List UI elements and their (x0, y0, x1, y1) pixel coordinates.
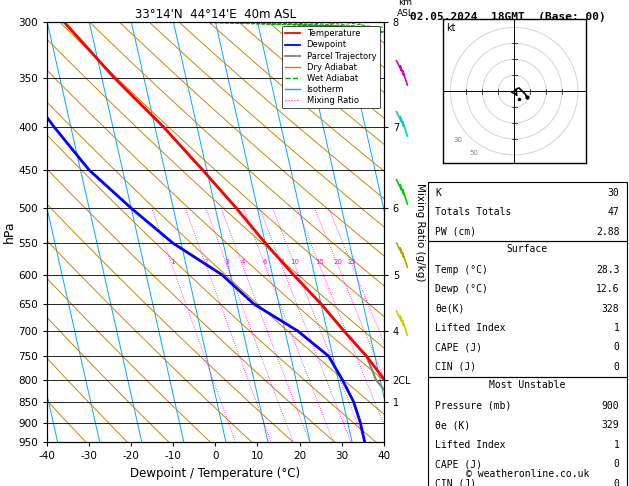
Text: 8: 8 (279, 260, 284, 265)
Text: Lifted Index: Lifted Index (435, 323, 506, 333)
Legend: Temperature, Dewpoint, Parcel Trajectory, Dry Adiabat, Wet Adiabat, Isotherm, Mi: Temperature, Dewpoint, Parcel Trajectory… (282, 26, 379, 108)
Text: Temp (°C): Temp (°C) (435, 265, 488, 275)
Text: CIN (J): CIN (J) (435, 479, 476, 486)
Text: 15: 15 (315, 260, 324, 265)
Text: CAPE (J): CAPE (J) (435, 459, 482, 469)
Y-axis label: hPa: hPa (3, 221, 16, 243)
Text: 0: 0 (613, 343, 620, 352)
Text: 12.6: 12.6 (596, 284, 620, 294)
Text: 900: 900 (602, 401, 620, 411)
Text: 28.3: 28.3 (596, 265, 620, 275)
Text: Surface: Surface (507, 244, 548, 254)
Text: θe (K): θe (K) (435, 420, 470, 430)
Text: 30: 30 (608, 188, 620, 198)
Text: 0: 0 (613, 459, 620, 469)
Text: 1: 1 (613, 323, 620, 333)
Text: 1: 1 (170, 260, 174, 265)
Text: Pressure (mb): Pressure (mb) (435, 401, 511, 411)
Text: 10: 10 (291, 260, 299, 265)
Text: K: K (435, 188, 441, 198)
Text: 47: 47 (608, 208, 620, 217)
Text: 2.88: 2.88 (596, 227, 620, 237)
Text: kt: kt (446, 22, 455, 33)
X-axis label: Dewpoint / Temperature (°C): Dewpoint / Temperature (°C) (130, 467, 301, 480)
Bar (428, 377, 626, 486)
Text: 50: 50 (470, 150, 479, 156)
Text: Dewp (°C): Dewp (°C) (435, 284, 488, 294)
Text: 6: 6 (263, 260, 267, 265)
Text: 25: 25 (348, 260, 357, 265)
Text: 0: 0 (613, 362, 620, 372)
Text: 4: 4 (240, 260, 245, 265)
Text: km
ASL: km ASL (397, 0, 414, 17)
Text: θe(K): θe(K) (435, 304, 465, 313)
Text: 3: 3 (225, 260, 230, 265)
Text: Totals Totals: Totals Totals (435, 208, 511, 217)
Text: 1: 1 (613, 440, 620, 450)
Text: CAPE (J): CAPE (J) (435, 343, 482, 352)
Text: 30: 30 (454, 137, 463, 143)
Y-axis label: Mixing Ratio (g/kg): Mixing Ratio (g/kg) (415, 183, 425, 281)
Text: 0: 0 (613, 479, 620, 486)
Text: Most Unstable: Most Unstable (489, 381, 565, 390)
Text: 329: 329 (602, 420, 620, 430)
Bar (428, 182, 626, 241)
Text: 2: 2 (204, 260, 208, 265)
Title: 33°14'N  44°14'E  40m ASL: 33°14'N 44°14'E 40m ASL (135, 8, 296, 21)
Text: 328: 328 (602, 304, 620, 313)
Text: © weatheronline.co.uk: © weatheronline.co.uk (465, 469, 589, 479)
Text: PW (cm): PW (cm) (435, 227, 476, 237)
Text: Lifted Index: Lifted Index (435, 440, 506, 450)
Text: 20: 20 (333, 260, 342, 265)
Text: 02.05.2024  18GMT  (Base: 00): 02.05.2024 18GMT (Base: 00) (410, 12, 606, 22)
Text: CIN (J): CIN (J) (435, 362, 476, 372)
Bar (428, 241, 626, 377)
